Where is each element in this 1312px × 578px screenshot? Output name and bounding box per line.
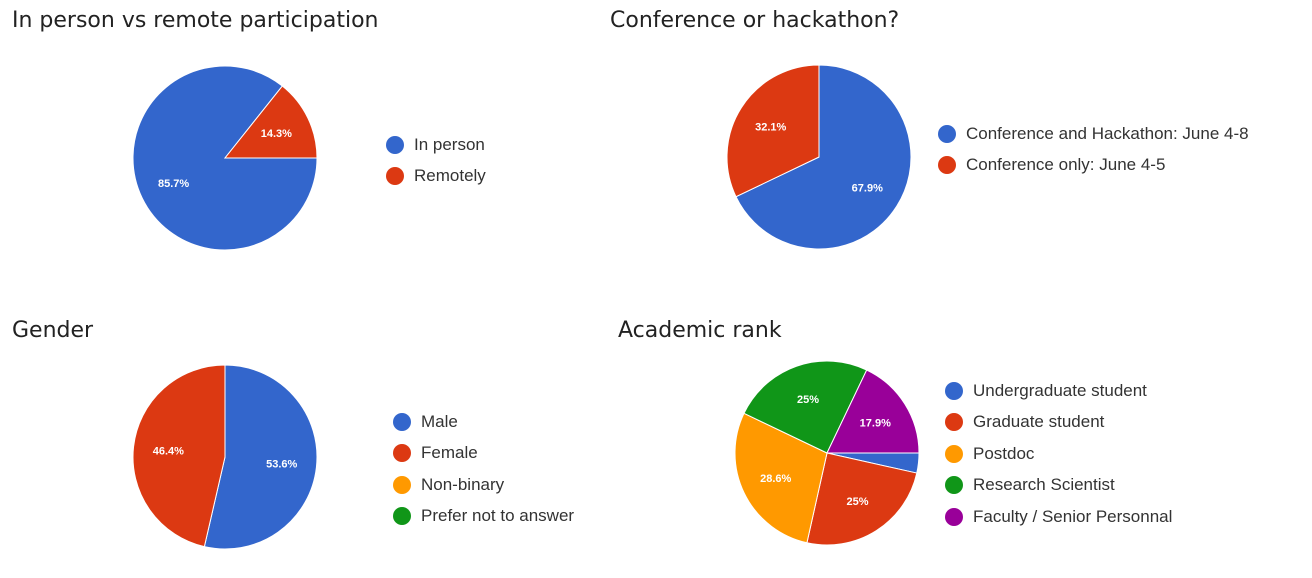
- legend-swatch: [393, 507, 411, 526]
- slice-label: 85.7%: [158, 178, 189, 190]
- legend-label: Research Scientist: [973, 475, 1115, 495]
- pie-chart-academic-rank: 25% 28.6% 25% 17.9%: [734, 360, 920, 546]
- legend-label: Faculty / Senior Personnal: [973, 506, 1173, 526]
- pie-slice-female: [132, 364, 226, 548]
- legend-item-conference-and-hackathon-june-4-8: Conference and Hackathon: June 4-8: [938, 118, 1249, 150]
- legend-swatch: [393, 412, 411, 431]
- legend-swatch: [938, 156, 956, 175]
- legend-label: Postdoc: [973, 443, 1035, 463]
- legend-label: Female: [421, 443, 478, 463]
- pie-slice-research-scientist: [743, 360, 868, 454]
- pie-chart-gender: 53.6% 46.4%: [132, 364, 318, 550]
- slice-label: 32.1%: [755, 122, 786, 134]
- legend-label: In person: [414, 134, 485, 154]
- slice-label: 46.4%: [153, 446, 184, 458]
- legend-item-remotely: Remotely: [386, 161, 486, 193]
- legend-label: Conference and Hackathon: June 4-8: [966, 123, 1249, 143]
- pie-slice-conference-and-hackathon-june-4-8: [735, 64, 912, 250]
- legend-item-undergraduate-student: Undergraduate student: [945, 375, 1172, 407]
- legend-attendance: Conference and Hackathon: June 4-8 Confer…: [938, 118, 1249, 181]
- pie-chart-participation: 85.7% 14.3%: [132, 65, 318, 251]
- legend-academic-rank: Undergraduate student Graduate student Pos…: [945, 375, 1172, 533]
- legend-item-faculty-senior-personnal: Faculty / Senior Personnal: [945, 501, 1172, 533]
- pie-slice-faculty-senior-personnal: [826, 369, 920, 454]
- legend-label: Remotely: [414, 166, 486, 186]
- legend-item-male: Male: [393, 406, 574, 438]
- legend-swatch: [393, 475, 411, 494]
- legend-item-graduate-student: Graduate student: [945, 407, 1172, 439]
- slice-label: 25%: [797, 394, 819, 406]
- legend-swatch: [938, 124, 956, 143]
- legend-swatch: [945, 476, 963, 495]
- legend-label: Non-binary: [421, 474, 505, 494]
- legend-label: Undergraduate student: [973, 380, 1147, 400]
- legend-label: Prefer not to answer: [421, 506, 575, 526]
- chart-title: Gender: [12, 318, 94, 343]
- legend-item-conference-only-june-4-5: Conference only: June 4-5: [938, 150, 1249, 182]
- legend-item-female: Female: [393, 438, 574, 470]
- chart-title: Conference or hackathon?: [610, 8, 900, 33]
- pie-slice-postdoc: [734, 412, 828, 544]
- slice-label: 14.3%: [261, 128, 292, 140]
- pie-chart-attendance: 67.9% 32.1%: [726, 64, 912, 250]
- legend-item-in-person: In person: [386, 129, 486, 161]
- chart-title: Academic rank: [618, 318, 782, 343]
- legend-label: Conference only: June 4-5: [966, 155, 1166, 175]
- pie-slice-remotely: [223, 85, 318, 159]
- legend-swatch: [945, 413, 963, 432]
- pie-slice-conference-only-june-4-5: [726, 64, 820, 198]
- legend-swatch: [386, 167, 404, 186]
- legend-item-postdoc: Postdoc: [945, 438, 1172, 470]
- legend-item-prefer-not-to-answer: Prefer not to answer: [393, 501, 574, 533]
- slice-label: 53.6%: [266, 458, 297, 470]
- slice-label: 25%: [847, 496, 869, 508]
- legend-swatch: [393, 444, 411, 463]
- legend-label: Male: [421, 411, 458, 431]
- pie-slice-male: [203, 364, 318, 550]
- chart-title: In person vs remote participation: [12, 8, 379, 33]
- slice-label: 28.6%: [760, 473, 791, 485]
- legend-swatch: [945, 507, 963, 526]
- legend-participation: In person Remotely: [386, 129, 486, 192]
- legend-swatch: [945, 444, 963, 463]
- legend-gender: Male Female Non-binary Prefer not to answer: [393, 406, 574, 532]
- legend-label: Graduate student: [973, 412, 1105, 432]
- pie-slice-graduate-student: [806, 452, 918, 546]
- legend-item-non-binary: Non-binary: [393, 469, 574, 501]
- legend-swatch: [945, 381, 963, 400]
- legend-swatch: [386, 135, 404, 154]
- slice-label: 67.9%: [852, 182, 883, 194]
- legend-item-research-scientist: Research Scientist: [945, 470, 1172, 502]
- slice-label: 17.9%: [860, 418, 891, 430]
